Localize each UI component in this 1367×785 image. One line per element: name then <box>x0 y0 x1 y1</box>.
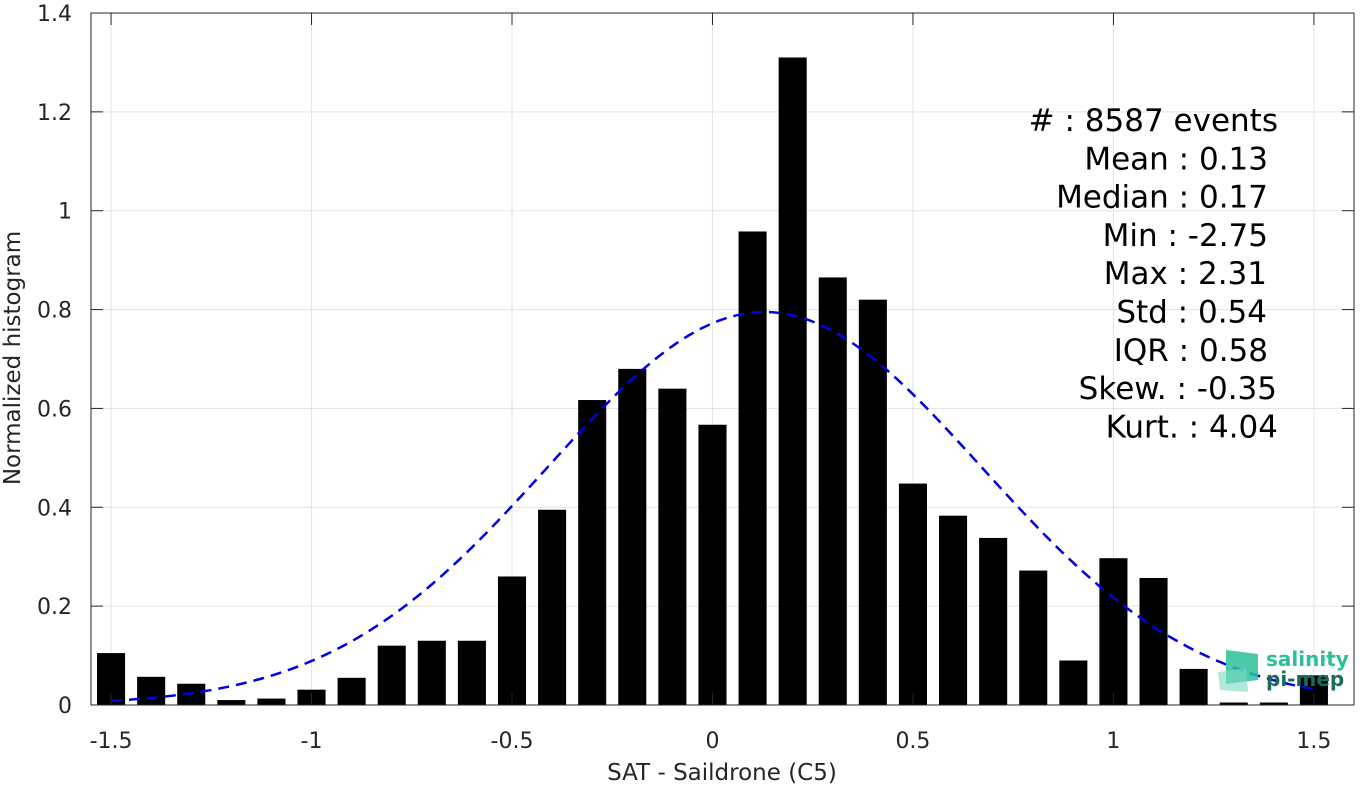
axis-ticks <box>91 12 1354 706</box>
histogram-bar <box>898 483 927 705</box>
logo-line2: pi-mep <box>1266 667 1344 691</box>
histogram-bar <box>858 299 887 705</box>
salinity-pimep-logo: salinity pi-mep <box>1218 647 1349 692</box>
logo-line1: salinity <box>1266 647 1349 671</box>
histogram-bar <box>658 388 687 705</box>
stat-line: Kurt. : 4.04 <box>1106 409 1278 445</box>
histogram-bar <box>1219 702 1248 705</box>
histogram-bars <box>97 57 1328 705</box>
x-tick-label: -1.5 <box>90 729 133 754</box>
histogram-bar <box>1019 570 1048 705</box>
histogram-bar <box>1259 702 1288 705</box>
histogram-bar <box>377 645 406 705</box>
x-tick-label: -0.5 <box>491 729 534 754</box>
stat-line: IQR : 0.58 <box>1114 333 1268 369</box>
x-tick-label: 0.5 <box>895 729 930 754</box>
y-tick-label: 0.6 <box>37 397 72 422</box>
x-tick-label: 1.5 <box>1296 729 1331 754</box>
stat-line: Median : 0.17 <box>1056 180 1268 216</box>
axes-frame <box>90 12 1355 706</box>
stat-line: # : 8587 events <box>1029 103 1278 139</box>
y-tick-label: 0.2 <box>37 595 72 620</box>
histogram-bar <box>698 424 727 705</box>
histogram-bar <box>497 576 527 705</box>
y-tick-label: 0.4 <box>37 496 72 521</box>
histogram-bar <box>337 677 366 705</box>
histogram-bar <box>939 515 968 705</box>
histogram-bar <box>257 698 286 705</box>
y-tick-label: 1 <box>58 200 72 225</box>
x-tick-label: 1 <box>1106 729 1120 754</box>
histogram-bar <box>818 277 847 705</box>
histogram-bar <box>1139 577 1168 705</box>
histogram-bar <box>738 231 767 705</box>
histogram-bar <box>1179 668 1208 705</box>
y-tick-label: 0.8 <box>37 299 72 324</box>
y-tick-label: 0 <box>58 694 72 719</box>
x-tick-labels: -1.5 -1 -0.5 0 0.5 1 1.5 <box>90 729 1332 754</box>
histogram-bar <box>417 640 446 705</box>
x-axis-label: SAT - Saildrone (C5) <box>607 760 837 785</box>
stat-line: Skew. : -0.35 <box>1079 371 1277 407</box>
y-axis-label: Normalized histogram <box>0 231 26 485</box>
histogram-bar <box>618 368 647 705</box>
stat-line: Std : 0.54 <box>1116 295 1267 331</box>
stat-line: Min : -2.75 <box>1103 218 1268 254</box>
y-tick-labels: 0 0.2 0.4 0.6 0.8 1 1.2 1.4 <box>37 2 72 719</box>
histogram-bar <box>1099 558 1128 705</box>
stat-line: Max : 2.31 <box>1104 256 1267 292</box>
histogram-bar <box>457 640 486 705</box>
grid-lines <box>91 12 1354 706</box>
x-tick-label: 0 <box>705 729 719 754</box>
histogram-bar <box>979 537 1008 705</box>
histogram-bar <box>538 509 567 705</box>
y-tick-label: 1.2 <box>37 101 72 126</box>
x-tick-label: -1 <box>301 729 323 754</box>
histogram-bar <box>217 700 246 705</box>
histogram-bar <box>1059 660 1088 705</box>
histogram-bar <box>578 400 607 705</box>
histogram-bar <box>137 676 166 705</box>
stat-line: Mean : 0.13 <box>1084 141 1268 177</box>
logo-icon-shadow <box>1218 668 1248 692</box>
histogram-bar <box>778 57 807 705</box>
gaussian-fit-curve <box>110 310 1315 703</box>
y-tick-label: 1.4 <box>37 2 72 27</box>
